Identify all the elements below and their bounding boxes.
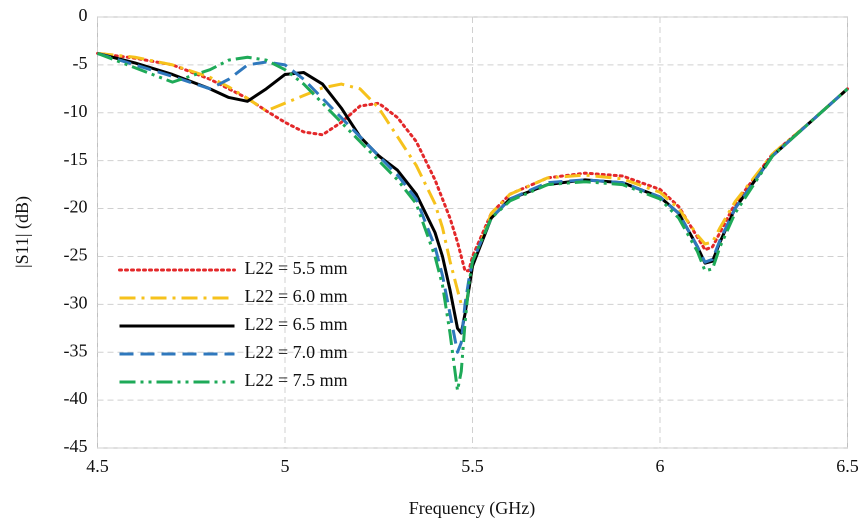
legend-label: L22 = 6.5 mm xyxy=(245,314,348,334)
y-tick-label: -35 xyxy=(64,340,88,360)
line xyxy=(97,51,849,311)
y-tick-label: -25 xyxy=(64,245,88,265)
line xyxy=(97,51,849,354)
y-tick-label: -30 xyxy=(64,292,88,312)
x-tick-label: 5 xyxy=(281,456,290,476)
legend-label: L22 = 5.5 mm xyxy=(245,258,348,278)
x-tick-label: 6 xyxy=(656,456,665,476)
y-tick-label: -15 xyxy=(64,149,88,169)
x-tick-label: 5.5 xyxy=(461,456,484,476)
legend-label: L22 = 6.0 mm xyxy=(245,286,348,306)
legend-label: L22 = 7.5 mm xyxy=(245,370,348,390)
x-tick-label: 6.5 xyxy=(836,456,859,476)
y-tick-label: -5 xyxy=(73,53,88,73)
y-tick-label: 0 xyxy=(79,5,88,25)
line xyxy=(96,51,849,273)
y-tick-label: -10 xyxy=(64,101,88,121)
y-tick-label: -40 xyxy=(64,388,88,408)
y-axis-title: |S11| (dB) xyxy=(12,196,33,268)
x-tick-label: 4.5 xyxy=(86,456,109,476)
x-axis-title: Frequency (GHz) xyxy=(409,498,535,519)
line xyxy=(96,51,849,393)
y-tick-label: -45 xyxy=(64,436,88,456)
y-tick-label: -20 xyxy=(64,197,88,217)
legend-label: L22 = 7.0 mm xyxy=(245,342,348,362)
